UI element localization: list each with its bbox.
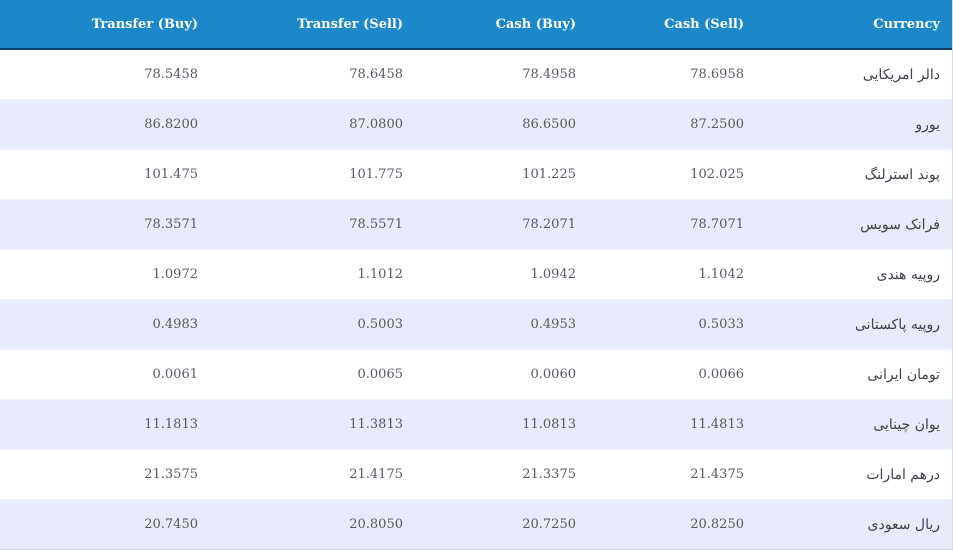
table-header: Transfer (Buy) Transfer (Sell) Cash (Buy… (0, 0, 952, 50)
cell-currency: پوند استرلنگ (864, 166, 940, 183)
cell-cash-buy: 0.0060 (530, 367, 577, 382)
header-currency[interactable]: Currency (873, 16, 940, 32)
table-row: 0.0061 0.0065 0.0060 0.0066 تومان ایرانی (0, 350, 952, 400)
header-cash-buy[interactable]: Cash (Buy) (495, 16, 576, 32)
cell-currency: فرانک سویس (860, 216, 940, 233)
table-row: 0.4983 0.5003 0.4953 0.5033 روپیه پاکستانی (0, 300, 952, 350)
table-row: 20.7450 20.8050 20.7250 20.8250 ریال سعودی (0, 500, 952, 550)
cell-transfer-buy: 78.5458 (144, 67, 198, 82)
cell-transfer-sell: 1.1012 (357, 267, 404, 282)
cell-transfer-sell: 101.775 (349, 167, 403, 182)
cell-transfer-buy: 11.1813 (144, 417, 198, 432)
cell-cash-sell: 78.6958 (690, 67, 744, 82)
cell-transfer-buy: 21.3575 (144, 467, 198, 482)
cell-transfer-sell: 11.3813 (349, 417, 403, 432)
cell-cash-buy: 21.3375 (522, 467, 576, 482)
table-row: 86.8200 87.0800 86.6500 87.2500 یورو (0, 100, 952, 150)
cell-currency: درهم امارات (866, 466, 940, 483)
cell-transfer-sell: 78.5571 (349, 217, 403, 232)
table-row: 101.475 101.775 101.225 102.025 پوند استرلنگ (0, 150, 952, 200)
cell-cash-buy: 1.0942 (530, 267, 577, 282)
cell-currency: یوان چینایی (873, 416, 940, 433)
cell-cash-buy: 11.0813 (522, 417, 576, 432)
cell-transfer-buy: 20.7450 (144, 517, 198, 532)
cell-transfer-buy: 101.475 (144, 167, 198, 182)
cell-transfer-sell: 0.0065 (357, 367, 404, 382)
table-row: 11.1813 11.3813 11.0813 11.4813 یوان چینایی (0, 400, 952, 450)
cell-cash-sell: 11.4813 (690, 417, 744, 432)
cell-transfer-sell: 0.5003 (357, 317, 404, 332)
cell-transfer-sell: 21.4175 (349, 467, 403, 482)
cell-cash-buy: 0.4953 (530, 317, 577, 332)
cell-currency: روپیه پاکستانی (855, 316, 940, 333)
table-row: 78.5458 78.6458 78.4958 78.6958 دالر امریکای… (0, 50, 952, 100)
cell-currency: دالر امریکایی (862, 66, 940, 83)
cell-transfer-buy: 0.0061 (152, 367, 199, 382)
table-row: 1.0972 1.1012 1.0942 1.1042 روپیه هندی (0, 250, 952, 300)
table-row: 78.3571 78.5571 78.2071 78.7071 فرانک سویس (0, 200, 952, 250)
cell-transfer-sell: 87.0800 (349, 117, 403, 132)
header-transfer-sell[interactable]: Transfer (Sell) (297, 16, 403, 32)
cell-transfer-sell: 20.8050 (349, 517, 403, 532)
cell-cash-sell: 21.4375 (690, 467, 744, 482)
header-transfer-buy[interactable]: Transfer (Buy) (91, 16, 198, 32)
cell-currency: یورو (915, 116, 940, 133)
cell-currency: ریال سعودی (867, 516, 940, 533)
cell-transfer-buy: 0.4983 (152, 317, 199, 332)
cell-transfer-buy: 1.0972 (152, 267, 199, 282)
cell-currency: روپیه هندی (876, 266, 940, 283)
header-cash-sell[interactable]: Cash (Sell) (664, 16, 744, 32)
cell-cash-buy: 86.6500 (522, 117, 576, 132)
cell-cash-buy: 101.225 (522, 167, 576, 182)
cell-cash-sell: 78.7071 (690, 217, 744, 232)
cell-cash-sell: 0.5033 (698, 317, 745, 332)
cell-cash-sell: 102.025 (690, 167, 744, 182)
table-row: 21.3575 21.4175 21.3375 21.4375 درهم امارات (0, 450, 952, 500)
cell-transfer-sell: 78.6458 (349, 67, 403, 82)
cell-cash-buy: 78.2071 (522, 217, 576, 232)
cell-transfer-buy: 78.3571 (144, 217, 198, 232)
cell-transfer-buy: 86.8200 (144, 117, 198, 132)
cell-cash-sell: 0.0066 (698, 367, 745, 382)
cell-cash-buy: 20.7250 (522, 517, 576, 532)
cell-cash-sell: 1.1042 (698, 267, 745, 282)
cell-cash-buy: 78.4958 (522, 67, 576, 82)
cell-cash-sell: 87.2500 (690, 117, 744, 132)
table-body: 78.5458 78.6458 78.4958 78.6958 دالر امریکای… (0, 50, 952, 550)
cell-cash-sell: 20.8250 (690, 517, 744, 532)
cell-currency: تومان ایرانی (867, 366, 940, 383)
